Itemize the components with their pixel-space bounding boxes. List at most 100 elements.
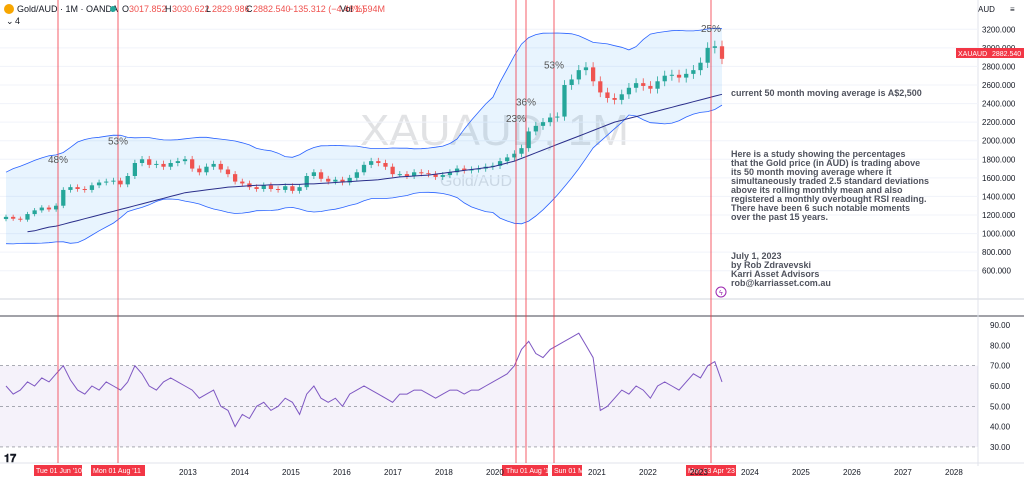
candle-body	[712, 46, 717, 48]
candle-body	[655, 81, 660, 89]
candle-body	[125, 176, 130, 185]
symbol-title[interactable]: Gold/AUD · 1M · OANDA	[17, 4, 118, 14]
candle-body	[261, 185, 266, 189]
candle-body	[512, 153, 517, 158]
axis-layer: 3200.0003000.0002800.0002600.0002400.000…	[179, 25, 1016, 477]
candle-body	[275, 189, 281, 190]
candle-body	[197, 168, 202, 173]
time-tick-label: 2020	[486, 468, 504, 477]
candle-body	[75, 187, 80, 189]
candle-body	[104, 181, 109, 183]
candle-body	[68, 187, 73, 190]
candle-body	[583, 67, 589, 71]
rsi-tick-label: 80.00	[990, 341, 1011, 350]
ohlc-low: 2829.986	[212, 4, 250, 14]
candle-body	[691, 70, 696, 74]
candle-body	[705, 47, 710, 63]
candle-body	[633, 83, 639, 88]
candle-body	[311, 172, 317, 176]
time-tick-label: 2013	[179, 468, 197, 477]
ohlc-high: 3030.622	[172, 4, 210, 14]
bollinger-fill	[6, 28, 722, 244]
candle-body	[61, 189, 66, 206]
candle-body	[698, 62, 703, 71]
price-tick-label: 1000.000	[982, 230, 1016, 239]
alert-icon[interactable]	[715, 286, 727, 298]
indicator-count[interactable]: 4	[15, 16, 20, 26]
candle-body	[190, 159, 195, 169]
time-tick-label: 2018	[435, 468, 453, 477]
candle-body	[411, 172, 417, 176]
candle-body	[590, 67, 596, 82]
candle-body	[533, 125, 538, 132]
menu-icon[interactable]: ≡	[1010, 5, 1015, 14]
percent-label: 53%	[544, 60, 564, 71]
candle-body	[168, 163, 173, 167]
price-tick-label: 1800.000	[982, 155, 1016, 164]
percent-label: 48%	[48, 155, 68, 166]
rsi-tick-label: 70.00	[990, 362, 1011, 371]
candle-body	[154, 163, 159, 165]
line-layer	[5, 93, 723, 428]
lightning-icon: ϟ	[719, 290, 723, 297]
marker-date-label: Mon 01 Aug '11	[93, 468, 141, 475]
ohlc-close: 2882.540	[253, 4, 291, 14]
candle-body	[619, 94, 624, 100]
candle-body	[676, 74, 682, 78]
watermark-symbol: XAUAUD, 1M	[360, 106, 629, 155]
candle-body	[333, 179, 338, 182]
candle-body	[211, 163, 216, 167]
rsi-line	[5, 332, 723, 428]
rsi-tick-label: 40.00	[990, 423, 1011, 432]
candle-body	[605, 92, 610, 98]
rsi-tick-label: 30.00	[990, 443, 1011, 452]
candle-body	[304, 176, 309, 188]
marker-date-box	[552, 465, 582, 476]
candle-body	[175, 161, 180, 163]
ohlc-open: 3017.852	[129, 4, 167, 14]
marker-date-box	[504, 465, 548, 476]
percent-label: 53%	[108, 136, 128, 147]
tradingview-logo[interactable]: 𝟏𝟕	[4, 453, 17, 465]
candle-body	[39, 207, 44, 211]
marker-date-box	[34, 465, 82, 476]
candle-body	[562, 85, 567, 117]
currency-label[interactable]: AUD	[978, 5, 995, 14]
ohlc-low-label: L	[206, 4, 211, 14]
bollinger-lower	[5, 104, 723, 245]
ohlc-close-label: C	[246, 4, 253, 14]
candle-body	[447, 172, 453, 176]
candle-body	[111, 180, 116, 182]
price-tick-label: 800.000	[982, 248, 1011, 257]
candle-body	[340, 179, 345, 183]
bollinger-band-layer	[5, 27, 723, 245]
price-tick-label: 600.000	[982, 267, 1011, 276]
candle-body	[576, 70, 581, 80]
candle-body	[161, 163, 166, 167]
candle-body	[283, 186, 288, 190]
candle-body	[139, 159, 145, 163]
candle-body	[218, 163, 223, 170]
candle-body	[648, 85, 653, 89]
study-line-4: simultaneously traded 2.5 standard devia…	[731, 176, 929, 186]
time-tick-label: 2015	[282, 468, 300, 477]
candle-body	[254, 187, 259, 189]
time-tick-label: 2024	[741, 468, 759, 477]
volume-value: 1.594M	[355, 4, 385, 14]
ma-note: current 50 month moving average is A$2,5…	[731, 88, 922, 98]
price-tick-label: 2400.000	[982, 100, 1016, 109]
volume-label: Vol	[340, 4, 353, 14]
grid-layer	[0, 28, 978, 448]
marker-date-label: Sun 01 Mar '20	[554, 468, 601, 475]
marker-date-label: Mon 03 Apr '23	[688, 468, 735, 475]
candle-body	[569, 79, 574, 85]
chevron-down-icon[interactable]: ⌄	[6, 16, 14, 26]
candle-body	[318, 172, 324, 179]
candle-body	[383, 163, 388, 167]
candle-body	[404, 174, 410, 176]
candle-body	[11, 216, 16, 219]
candle-body	[526, 131, 531, 149]
candle-body	[598, 81, 603, 93]
candle-body	[433, 174, 438, 177]
bollinger-upper	[5, 27, 723, 173]
